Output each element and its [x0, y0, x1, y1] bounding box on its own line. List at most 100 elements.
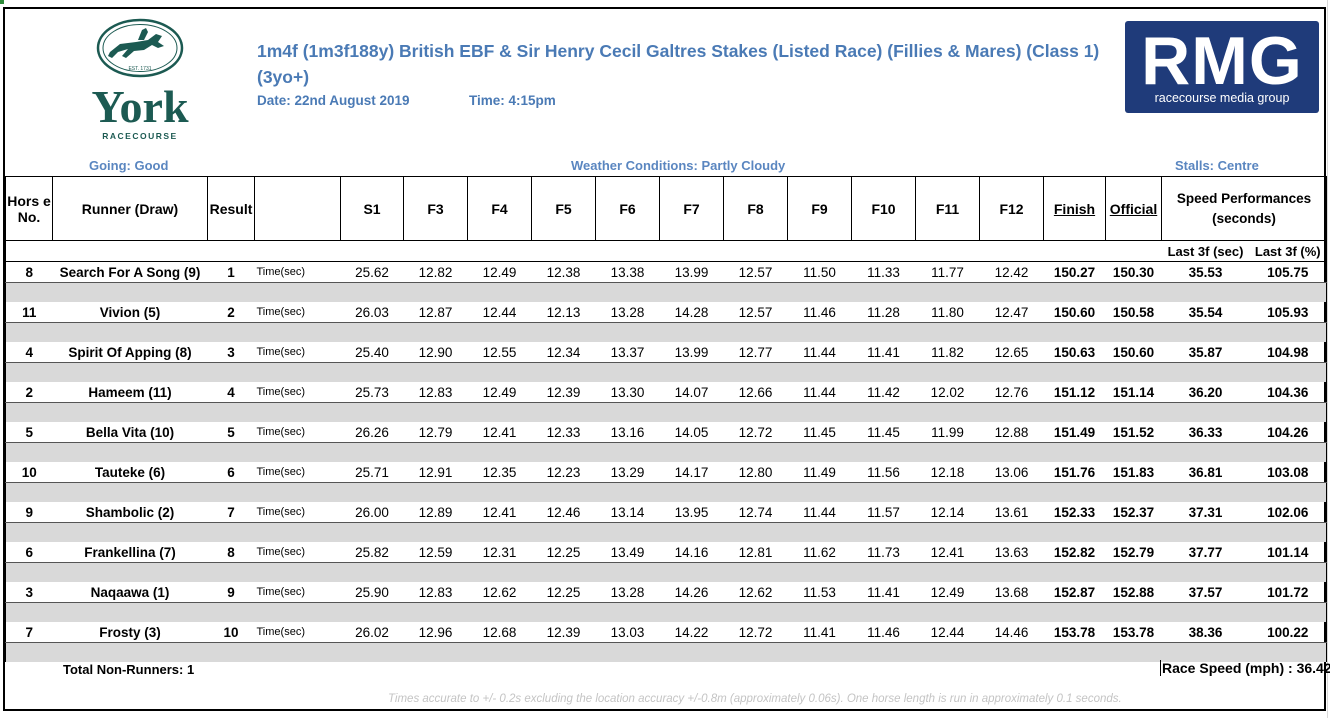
- frame-left: [3, 7, 5, 710]
- split-cell: 12.77: [723, 342, 788, 363]
- spacer-cell: [5, 282, 53, 302]
- horse-no-cell: 10: [5, 462, 53, 483]
- split-cell: 13.06: [979, 462, 1044, 483]
- spacer-cell: [52, 442, 208, 462]
- spacer-cell: [5, 562, 53, 582]
- spacer-cell: [5, 522, 53, 542]
- split-cell: 12.79: [403, 422, 468, 443]
- split-cell: 12.62: [467, 582, 532, 603]
- york-logo: EST. 1731 York RACECOURSE: [86, 18, 196, 144]
- spacer-cell: [723, 442, 788, 462]
- spacer-cell: [254, 402, 341, 422]
- split-cell: 11.77: [915, 261, 980, 283]
- spacer-cell: [207, 362, 255, 382]
- last3f-sec-cell: 38.36: [1161, 622, 1250, 643]
- split-cell: 26.00: [340, 502, 404, 523]
- table-row: 6 Frankellina (7) 8 Time(sec) 25.82 12.59 12.3…: [5, 542, 1327, 563]
- table-row: 4 Spirit Of Apping (8) 3 Time(sec) 25.40 12.9…: [5, 342, 1327, 363]
- going-label: Going: Good: [89, 158, 169, 173]
- spacer-cell: [531, 362, 596, 382]
- runner-name-cell: Search For A Song (9): [52, 261, 208, 283]
- spacer-cell: [723, 522, 788, 542]
- split-cell: 11.33: [851, 261, 916, 283]
- spacer-cell: [851, 522, 916, 542]
- spacer-cell: [52, 562, 208, 582]
- spacer-cell: [787, 482, 852, 502]
- split-cell: 13.99: [659, 261, 724, 283]
- spacer-cell: [1249, 322, 1327, 342]
- spacer-cell: [531, 442, 596, 462]
- time-label-cell: Time(sec): [254, 622, 341, 643]
- spacer-cell: [467, 362, 532, 382]
- runner-name-cell: Hameem (11): [52, 382, 208, 403]
- result-cell: 4: [207, 382, 255, 403]
- spacer-cell: [851, 402, 916, 422]
- split-cell: 11.45: [851, 422, 916, 443]
- split-cell: 12.23: [531, 462, 596, 483]
- race-speed-label: Race Speed (mph) : 36.42: [1160, 660, 1330, 676]
- col-header-last3f-sec: Last 3f (sec): [1161, 240, 1250, 262]
- table-row: 7 Frosty (3) 10 Time(sec) 26.02 12.96 12.68 12.…: [5, 622, 1327, 643]
- split-cell: 13.29: [595, 462, 660, 483]
- time-label-cell: Time(sec): [254, 342, 341, 363]
- frame-top: [3, 7, 1325, 9]
- race-time: Time: 4:15pm: [469, 93, 556, 108]
- result-cell: 10: [207, 622, 255, 643]
- finish-cell: 151.12: [1043, 382, 1106, 403]
- split-cell: 11.41: [851, 582, 916, 603]
- split-cell: 12.35: [467, 462, 532, 483]
- table-row: 3 Naqaawa (1) 9 Time(sec) 25.90 12.83 12.62 12.…: [5, 582, 1327, 603]
- spacer-cell: [207, 402, 255, 422]
- split-cell: 12.39: [531, 622, 596, 643]
- spacer-cell: [467, 602, 532, 622]
- split-cell: 11.53: [787, 582, 852, 603]
- spacer-cell: [659, 642, 724, 662]
- spacer-cell: [1105, 642, 1162, 662]
- spacer-cell: [531, 402, 596, 422]
- split-cell: 14.46: [979, 622, 1044, 643]
- official-cell: 151.52: [1105, 422, 1162, 443]
- split-cell: 12.31: [467, 542, 532, 563]
- spacer-cell: [1161, 642, 1250, 662]
- spacer-cell: [723, 322, 788, 342]
- spacer-cell: [207, 282, 255, 302]
- split-cell: 13.68: [979, 582, 1044, 603]
- spacer-cell: [851, 442, 916, 462]
- spacer-cell: [851, 602, 916, 622]
- spacer-cell: [403, 282, 468, 302]
- split-cell: 12.72: [723, 422, 788, 443]
- split-cell: 12.87: [403, 302, 468, 323]
- spacer-cell: [659, 602, 724, 622]
- last3f-pct-cell: 104.98: [1249, 342, 1327, 363]
- weather-label: Weather Conditions: Partly Cloudy: [571, 158, 786, 173]
- split-cell: 11.49: [787, 462, 852, 483]
- split-cell: 25.62: [340, 261, 404, 283]
- spacer-cell: [595, 482, 660, 502]
- spacer-cell: [595, 522, 660, 542]
- split-cell: 11.44: [787, 502, 852, 523]
- finish-cell: 151.76: [1043, 462, 1106, 483]
- spacer-cell: [659, 482, 724, 502]
- finish-cell: 150.60: [1043, 302, 1106, 323]
- spacer-cell: [1043, 562, 1106, 582]
- spacer-cell: [403, 602, 468, 622]
- table-header-row: Hors e No. Runner (Draw) Result S1 F3 F4…: [5, 176, 1327, 241]
- split-cell: 11.99: [915, 422, 980, 443]
- horse-no-cell: 6: [5, 542, 53, 563]
- split-cell: 13.03: [595, 622, 660, 643]
- spacer-cell: [340, 322, 404, 342]
- spacer-cell: [254, 642, 341, 662]
- col-header-last3f-pct: Last 3f (%): [1249, 240, 1327, 262]
- spacer-cell: [5, 322, 53, 342]
- spacer-cell: [979, 482, 1044, 502]
- spacer-cell: [531, 522, 596, 542]
- split-cell: 12.96: [403, 622, 468, 643]
- horse-no-cell: 4: [5, 342, 53, 363]
- col-header-runner: Runner (Draw): [52, 176, 208, 241]
- spacer-cell: [531, 562, 596, 582]
- spacer-cell: [787, 522, 852, 542]
- results-body: 8 Search For A Song (9) 1 Time(sec) 25.62 12.…: [5, 261, 1327, 662]
- spacer-cell: [595, 602, 660, 622]
- table-row: 5 Bella Vita (10) 5 Time(sec) 26.26 12.79 12.4…: [5, 422, 1327, 443]
- split-cell: 25.71: [340, 462, 404, 483]
